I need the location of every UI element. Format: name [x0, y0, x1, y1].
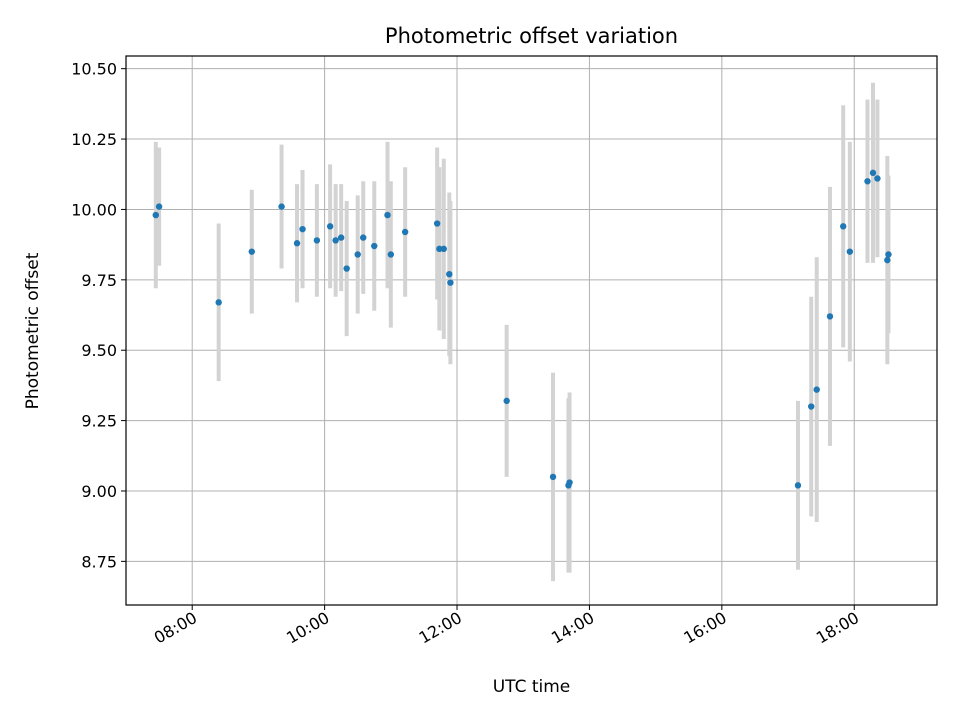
data-point	[337, 234, 345, 241]
y-tick-label: 8.75	[81, 552, 117, 571]
y-axis: 8.75 9.00 9.25 9.50 9.75 10.00 10.25 10.50	[71, 60, 126, 571]
data-point	[840, 223, 847, 230]
data-point	[549, 473, 557, 481]
data-point	[874, 175, 881, 182]
data-points	[152, 169, 892, 489]
data-point	[846, 248, 854, 255]
data-point	[436, 245, 443, 253]
data-point	[869, 169, 877, 177]
data-point	[433, 220, 441, 227]
data-point	[813, 386, 820, 393]
data-point	[326, 223, 334, 230]
data-point	[503, 397, 510, 405]
data-point	[566, 479, 573, 486]
data-point	[354, 251, 361, 258]
data-point	[864, 178, 871, 185]
chart-title: Photometric offset variation	[385, 24, 678, 48]
data-point	[278, 203, 285, 210]
error-bars	[153, 82, 891, 582]
y-tick-label: 9.25	[81, 412, 117, 431]
y-tick-label: 10.25	[71, 130, 117, 149]
data-point	[401, 228, 409, 236]
x-tick-label: 08:00	[151, 608, 200, 648]
data-point	[885, 251, 892, 258]
data-point	[371, 242, 378, 250]
x-axis: 08:00 10:00 12:00 14:00 16:00 18:00	[151, 605, 862, 648]
data-point	[343, 265, 350, 272]
plot-area	[125, 55, 938, 606]
x-tick-label: 18:00	[813, 608, 862, 648]
y-tick-label: 9.75	[81, 271, 117, 290]
data-point	[794, 482, 802, 489]
y-tick-label: 10.50	[71, 60, 117, 79]
grid	[126, 56, 937, 605]
data-point	[299, 225, 306, 233]
data-point	[440, 245, 447, 253]
y-axis-label: Photometric offset	[23, 252, 43, 409]
data-point	[447, 279, 454, 286]
data-point	[884, 256, 891, 264]
data-point	[215, 299, 222, 306]
data-point	[293, 240, 301, 247]
data-point	[808, 403, 815, 410]
data-point	[826, 313, 834, 320]
y-tick-label: 10.00	[71, 200, 117, 219]
data-point	[152, 211, 159, 219]
x-axis-label: UTC time	[493, 677, 571, 697]
x-tick-label: 14:00	[548, 608, 597, 648]
y-tick-label: 9.50	[81, 341, 117, 360]
data-point	[384, 211, 391, 219]
data-point	[155, 203, 163, 210]
data-point	[446, 270, 453, 278]
data-point	[248, 248, 255, 255]
x-tick-label: 12:00	[416, 608, 465, 648]
data-point	[313, 237, 321, 244]
data-point	[332, 237, 339, 244]
x-tick-label: 16:00	[680, 608, 729, 648]
data-point	[387, 251, 395, 258]
y-tick-label: 9.00	[81, 482, 117, 501]
data-point	[360, 234, 367, 241]
x-tick-label: 10:00	[283, 608, 332, 648]
